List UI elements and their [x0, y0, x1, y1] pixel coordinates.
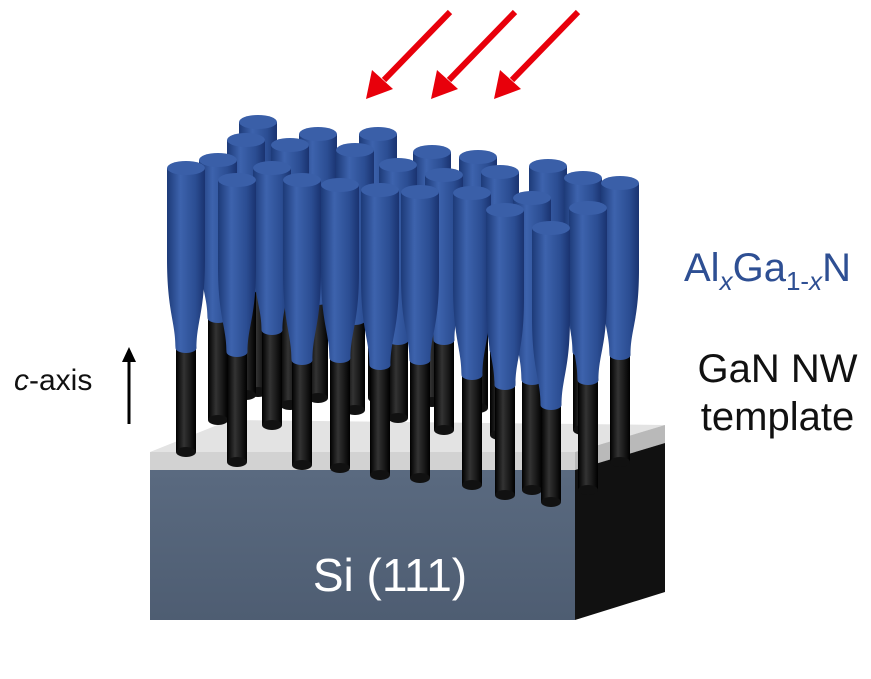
gan-core-end	[227, 457, 247, 467]
algan-shell-cap	[481, 165, 519, 179]
algan-shell-cap	[321, 178, 359, 192]
algan-shell-cap	[283, 173, 321, 187]
gan-core	[462, 365, 482, 485]
gan-core	[434, 330, 454, 430]
algan-shell-cap	[271, 138, 309, 152]
incident-arrow-icon	[431, 9, 518, 99]
alxga1-xn-label: AlxGa1-xN	[684, 246, 851, 296]
algan-shell-cap	[459, 150, 497, 164]
algan-shell	[361, 190, 399, 370]
nanowire	[253, 161, 291, 430]
gan-core	[495, 375, 515, 495]
algan-shell-cap	[453, 186, 491, 200]
gan-core-end	[522, 485, 542, 495]
algan-shell-cap	[299, 127, 337, 141]
gan-core	[522, 370, 542, 490]
gan-template-line1: GaN NW	[697, 347, 858, 391]
gan-core	[208, 308, 228, 420]
nanowire	[569, 201, 607, 495]
algan-shell	[569, 208, 607, 385]
gan-template-label: GaN NW template	[690, 345, 865, 441]
gan-core-end	[462, 480, 482, 490]
algan-shell-cap	[601, 176, 639, 190]
algan-shell-cap	[513, 191, 551, 205]
algan-shell	[167, 168, 205, 353]
algan-shell-cap	[379, 158, 417, 172]
gan-core	[227, 342, 247, 462]
algan-shell	[401, 192, 439, 365]
gan-core-end	[308, 393, 328, 403]
nanowire	[167, 161, 205, 457]
algan-shell	[218, 180, 256, 357]
algan-shell-cap	[486, 203, 524, 217]
algan-shell-cap	[569, 201, 607, 215]
gan-core	[262, 320, 282, 425]
gan-core-end	[410, 473, 430, 483]
algan-shell	[283, 180, 321, 365]
c-axis-arrow-icon	[122, 347, 136, 424]
nanowire	[321, 178, 359, 473]
algan-shell	[532, 228, 570, 410]
gan-core-end	[578, 485, 598, 495]
incident-arrows	[366, 9, 581, 99]
algan-shell-cap	[425, 168, 463, 182]
algan-shell	[321, 185, 359, 363]
nanowire	[532, 221, 570, 507]
gan-core-end	[495, 490, 515, 500]
algan-shell-cap	[361, 183, 399, 197]
gan-core-end	[388, 413, 408, 423]
gan-core-end	[370, 470, 390, 480]
algan-shell-cap	[359, 127, 397, 141]
gan-core	[388, 330, 408, 418]
gan-core	[541, 395, 561, 502]
algan-shell-cap	[239, 115, 277, 129]
nanowire	[401, 185, 439, 483]
gan-core	[176, 338, 196, 452]
substrate-label: Si (111)	[312, 549, 468, 601]
gan-core-end	[176, 447, 196, 457]
nanowire	[453, 186, 491, 490]
nanowire	[486, 203, 524, 500]
gan-core	[292, 350, 312, 465]
algan-shell-cap	[167, 161, 205, 175]
algan-shell-cap	[253, 161, 291, 175]
algan-shell-cap	[564, 171, 602, 185]
algan-shell-cap	[227, 133, 265, 147]
gan-core-end	[541, 497, 561, 507]
gan-core	[610, 345, 630, 462]
nanowire	[601, 176, 639, 467]
gan-core	[410, 350, 430, 478]
gan-core-end	[610, 457, 630, 467]
algan-shell-cap	[218, 173, 256, 187]
gan-core-end	[434, 425, 454, 435]
nanowire	[283, 173, 321, 470]
algan-shell-cap	[529, 159, 567, 173]
gan-core	[370, 355, 390, 475]
incident-arrow-icon	[366, 9, 453, 99]
gan-core	[578, 370, 598, 490]
nanowire	[218, 173, 256, 467]
algan-shell-cap	[199, 153, 237, 167]
algan-shell	[453, 193, 491, 380]
algan-shell-cap	[532, 221, 570, 235]
gan-core	[330, 348, 350, 468]
gan-core-end	[262, 420, 282, 430]
algan-shell-cap	[413, 145, 451, 159]
incident-arrow-icon	[494, 9, 581, 99]
algan-shell-cap	[401, 185, 439, 199]
algan-shell-cap	[336, 143, 374, 157]
nanowire-array	[167, 115, 639, 507]
gan-core-end	[330, 463, 350, 473]
gan-core-end	[208, 415, 228, 425]
algan-shell	[601, 183, 639, 360]
c-axis-label: c-axis	[14, 364, 93, 397]
algan-shell	[486, 210, 524, 390]
nanowire	[361, 183, 399, 480]
algan-shell	[253, 168, 291, 335]
gan-template-line2: template	[700, 395, 855, 439]
gan-core-end	[292, 460, 312, 470]
